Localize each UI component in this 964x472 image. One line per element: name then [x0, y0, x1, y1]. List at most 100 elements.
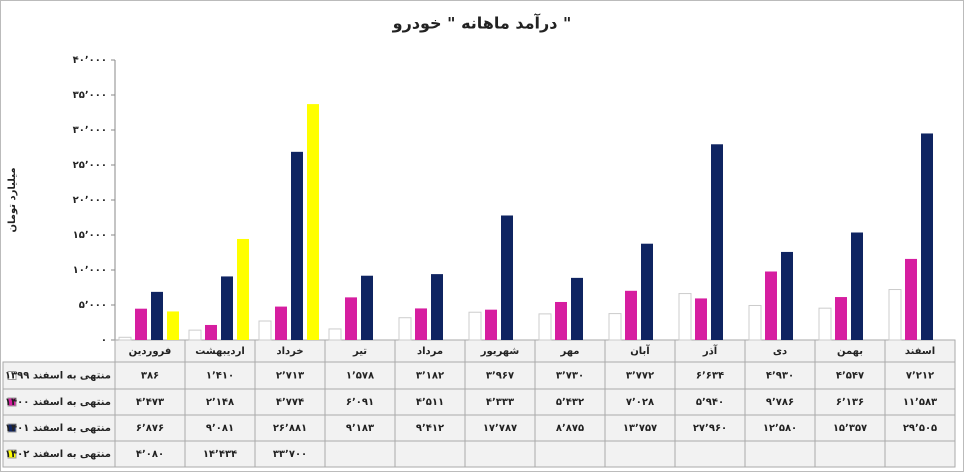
table-cell — [324, 361, 396, 390]
table-cell — [604, 414, 676, 442]
bar — [571, 277, 583, 340]
y-tick-label: ۳۰٬۰۰۰ — [73, 125, 107, 136]
table-cell — [464, 414, 536, 442]
bar — [501, 215, 513, 340]
data-label: ۳۸۶ — [141, 371, 159, 382]
table-cell — [184, 414, 256, 442]
data-label: ۴٬۰۸۰ — [136, 449, 164, 460]
table-cell — [2, 440, 116, 468]
data-label: ۶٬۱۳۶ — [836, 397, 864, 408]
table-cell — [2, 361, 116, 390]
y-tick-label: ۵٬۰۰۰ — [79, 300, 107, 311]
table-cell — [464, 440, 536, 468]
table-cell — [254, 414, 326, 442]
y-tick-label: ۲۵٬۰۰۰ — [73, 160, 107, 171]
bar — [151, 291, 163, 340]
table-cell — [744, 440, 816, 468]
data-label: ۷٬۲۱۲ — [906, 371, 934, 382]
data-label: ۱۱٬۵۸۳ — [903, 397, 937, 408]
table-cell — [604, 388, 676, 416]
x-tick-label: آبان — [630, 344, 650, 357]
bar — [275, 306, 287, 340]
data-label: ۹٬۷۸۶ — [766, 397, 794, 408]
table-cell — [604, 361, 676, 390]
x-tick-label: تیر — [352, 346, 367, 357]
bar — [118, 336, 132, 341]
legend-swatch — [7, 423, 17, 433]
table-cell — [184, 388, 256, 416]
x-tick-label: مرداد — [417, 346, 443, 357]
bar — [415, 308, 427, 340]
data-label: ۴٬۳۳۳ — [486, 397, 514, 408]
table-cell — [394, 361, 466, 390]
table-cell — [884, 440, 956, 468]
data-label: ۱٬۴۱۰ — [206, 371, 234, 382]
bar — [888, 289, 902, 341]
data-label: ۴٬۵۱۱ — [416, 397, 444, 408]
bar — [538, 313, 552, 341]
data-label: ۱۵٬۳۵۷ — [833, 423, 867, 434]
table-cell — [674, 414, 746, 442]
table-cell — [254, 388, 326, 416]
bar — [641, 243, 653, 340]
legend-label: منتهی به اسفند ۱۴۰۱ — [5, 423, 111, 434]
bar — [851, 232, 863, 340]
table-cell — [114, 440, 186, 468]
bar — [431, 274, 443, 340]
table-cell — [114, 414, 186, 442]
x-tick-label: شهریور — [480, 346, 520, 357]
table-cell — [814, 440, 886, 468]
legend-swatch — [7, 371, 17, 380]
data-label: ۱٬۵۷۸ — [346, 371, 374, 382]
legend-swatch — [7, 397, 17, 407]
data-label: ۸٬۸۷۵ — [556, 423, 584, 434]
table-cell — [114, 388, 186, 416]
bar — [205, 324, 217, 340]
data-label: ۴٬۹۳۰ — [766, 371, 794, 382]
y-tick-label: ۴۰٬۰۰۰ — [73, 55, 107, 66]
data-label: ۳٬۹۶۷ — [486, 371, 514, 382]
data-label: ۶٬۰۹۱ — [346, 397, 374, 408]
data-label: ۲٬۷۱۳ — [276, 371, 304, 382]
table-cell — [394, 440, 466, 468]
table-cell — [884, 414, 956, 442]
legend-label: منتهی به اسفند ۱۳۹۹ — [5, 371, 111, 382]
bar — [221, 276, 233, 340]
bar — [695, 298, 707, 340]
bar — [361, 275, 373, 340]
data-label: ۱۲٬۵۸۰ — [763, 423, 797, 434]
data-label: ۵٬۹۴۰ — [696, 397, 724, 408]
table-cell — [884, 361, 956, 390]
bar — [555, 301, 567, 340]
x-tick-label: اردیبهشت — [195, 346, 245, 357]
table-cell — [534, 414, 606, 442]
legend-label: منتهی به اسفند ۱۴۰۲ — [5, 449, 111, 460]
table-cell — [814, 414, 886, 442]
x-tick-label: دی — [773, 346, 787, 357]
bar — [818, 307, 832, 341]
table-cell — [254, 361, 326, 390]
y-axis-label: میلیارد تومان — [7, 167, 18, 232]
data-label: ۴٬۴۷۳ — [136, 397, 164, 408]
bar — [167, 311, 179, 340]
y-tick-label: ۳۵٬۰۰۰ — [73, 90, 107, 101]
bar — [135, 308, 147, 340]
bar — [835, 297, 847, 340]
y-tick-label: ۲۰٬۰۰۰ — [73, 195, 107, 206]
table-cell — [884, 388, 956, 416]
bar — [345, 297, 357, 340]
bar — [188, 329, 202, 341]
table-cell — [534, 361, 606, 390]
table-cell — [674, 388, 746, 416]
data-label: ۵٬۴۳۲ — [556, 397, 584, 408]
data-label: ۲٬۱۴۸ — [206, 397, 234, 408]
x-tick-label: فروردین — [129, 346, 172, 357]
bar — [781, 251, 793, 340]
table-cell — [604, 440, 676, 468]
table-cell — [814, 388, 886, 416]
bar — [485, 309, 497, 340]
bar — [748, 304, 762, 341]
data-label: ۶٬۶۳۴ — [696, 371, 724, 382]
x-tick-label: خرداد — [276, 346, 303, 357]
x-tick-label: مهر — [559, 346, 579, 357]
